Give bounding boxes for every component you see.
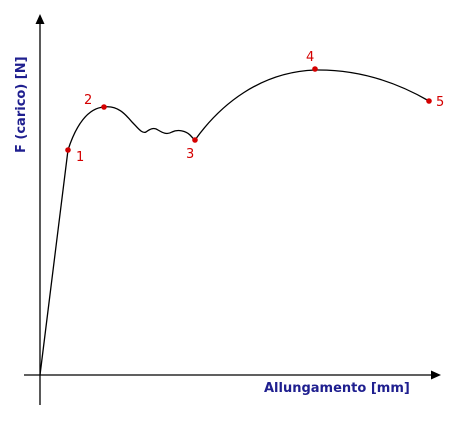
point-2-marker — [101, 104, 107, 110]
point-1-label: 1 — [76, 150, 84, 165]
point-2-label: 2 — [84, 93, 92, 108]
y-axis-label: F (carico) [N] — [14, 56, 29, 153]
point-4-marker — [312, 66, 318, 72]
x-axis-label: Allungamento [mm] — [264, 381, 410, 396]
point-4-label: 4 — [306, 50, 314, 65]
y-axis-arrow-icon — [35, 14, 45, 24]
point-5-marker — [426, 98, 432, 104]
x-axis-arrow-icon — [431, 370, 441, 380]
point-5-label: 5 — [436, 95, 444, 110]
point-3-label: 3 — [186, 147, 194, 162]
point-1-marker — [65, 147, 71, 153]
load-elongation-curve — [39, 69, 430, 376]
point-3-marker — [192, 137, 198, 143]
